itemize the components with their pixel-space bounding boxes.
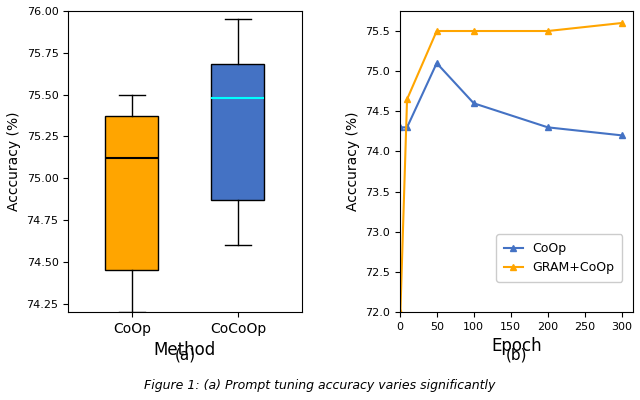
GRAM+CoOp [618, 20, 626, 25]
GRAM+CoOp [470, 29, 477, 34]
PathPatch shape [106, 116, 159, 270]
Text: Figure 1: (a) Prompt tuning accuracy varies significantly: Figure 1: (a) Prompt tuning accuracy var… [144, 379, 496, 392]
CoOp [397, 125, 404, 130]
X-axis label: Epoch: Epoch [491, 337, 541, 355]
CoOp [618, 133, 626, 138]
CoOp [433, 61, 440, 66]
CoOp [403, 125, 411, 130]
Y-axis label: Acccuracy (%): Acccuracy (%) [7, 112, 21, 211]
PathPatch shape [211, 64, 264, 200]
Line: GRAM+CoOp: GRAM+CoOp [397, 20, 625, 316]
Legend: CoOp, GRAM+CoOp: CoOp, GRAM+CoOp [497, 234, 622, 282]
GRAM+CoOp [544, 29, 552, 34]
Y-axis label: Acccuracy (%): Acccuracy (%) [346, 112, 360, 211]
CoOp [470, 101, 477, 106]
GRAM+CoOp [433, 29, 440, 34]
CoOp [544, 125, 552, 130]
Text: (b): (b) [506, 348, 527, 363]
GRAM+CoOp [397, 310, 404, 314]
GRAM+CoOp [403, 97, 411, 102]
Text: (a): (a) [174, 348, 195, 363]
X-axis label: Method: Method [154, 341, 216, 359]
Line: CoOp: CoOp [397, 60, 625, 139]
